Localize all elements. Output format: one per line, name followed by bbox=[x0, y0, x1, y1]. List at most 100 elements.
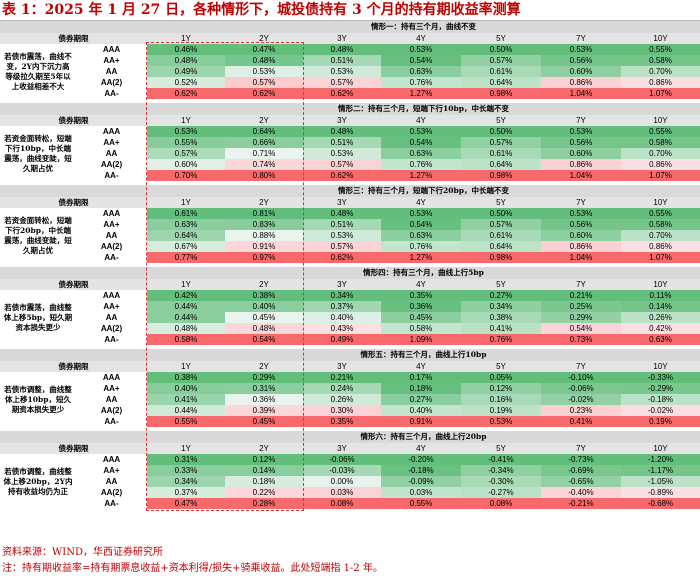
yield-cell: 0.36% bbox=[381, 301, 461, 312]
yield-cell: 0.76% bbox=[381, 159, 461, 170]
table-row: AA+ 0.63% 0.83% 0.51% 0.54% 0.57% 0.56% 0.58% bbox=[0, 219, 700, 230]
rating-label: AA+ bbox=[76, 301, 147, 312]
year-header-3y: 3Y bbox=[337, 444, 347, 453]
yield-cell: 0.62% bbox=[303, 170, 381, 181]
year-header-2y: 2Y bbox=[259, 116, 269, 125]
yield-cell: 0.05% bbox=[461, 372, 541, 383]
yield-cell: 0.63% bbox=[381, 230, 461, 241]
yield-cell: -0.89% bbox=[621, 487, 700, 498]
year-header-3y: 3Y bbox=[337, 116, 347, 125]
rating-label: AA+ bbox=[76, 465, 147, 476]
source-note: 资料来源：WIND，华西证券研究所 bbox=[2, 547, 163, 558]
year-header-row: 债券期限 1Y 2Y 3Y 4Y 5Y 7Y 10Y bbox=[0, 443, 700, 454]
yield-cell: 0.53% bbox=[461, 416, 541, 427]
rating-label: AA+ bbox=[76, 383, 147, 394]
yield-cell: 0.70% bbox=[147, 170, 225, 181]
rating-label: AA- bbox=[76, 252, 147, 263]
yield-cell: 0.44% bbox=[147, 312, 225, 323]
yield-cell: 1.27% bbox=[381, 252, 461, 263]
yield-cell: -0.68% bbox=[621, 498, 700, 509]
yield-cell: -0.06% bbox=[541, 383, 621, 394]
yield-cell: 0.56% bbox=[541, 137, 621, 148]
rating-label: AA- bbox=[76, 498, 147, 509]
yield-cell: 0.70% bbox=[621, 230, 700, 241]
yield-cell: 0.76% bbox=[381, 241, 461, 252]
table-row: AA 0.44% 0.45% 0.40% 0.45% 0.38% 0.29% 0.26% bbox=[0, 312, 700, 323]
yield-cell: 0.50% bbox=[461, 126, 541, 137]
section-gap bbox=[0, 427, 700, 431]
rating-label: AA(2) bbox=[76, 77, 147, 88]
year-header-row: 债券期限 1Y 2Y 3Y 4Y 5Y 7Y 10Y bbox=[0, 361, 700, 372]
yield-cell: 0.74% bbox=[225, 159, 303, 170]
rating-label: AA bbox=[76, 148, 147, 159]
banner-left bbox=[0, 21, 147, 33]
yield-cell: 0.19% bbox=[621, 416, 700, 427]
yield-cell: 0.54% bbox=[381, 137, 461, 148]
table-row: AA(2) 0.60% 0.74% 0.57% 0.76% 0.64% 0.86% 0.86% bbox=[0, 159, 700, 170]
yield-cell: 0.55% bbox=[381, 498, 461, 509]
yield-cell: 0.66% bbox=[225, 137, 303, 148]
yield-cell: 0.91% bbox=[225, 241, 303, 252]
yield-cell: 0.57% bbox=[461, 55, 541, 66]
yield-cell: 0.35% bbox=[303, 416, 381, 427]
yield-cell: 0.03% bbox=[303, 487, 381, 498]
yield-cell: 0.86% bbox=[541, 77, 621, 88]
yield-cell: 0.08% bbox=[303, 498, 381, 509]
table-row: AA- 0.77% 0.97% 0.62% 1.27% 0.98% 1.04% 1.07% bbox=[0, 252, 700, 263]
gap-cell bbox=[0, 263, 700, 267]
yield-cell: 0.39% bbox=[225, 405, 303, 416]
yield-cell: -0.21% bbox=[541, 498, 621, 509]
yield-cell: -0.40% bbox=[541, 487, 621, 498]
yield-cell: 0.34% bbox=[303, 290, 381, 301]
scenario-header: 情形三：持有三个月，短端下行20bp，中长端不变 bbox=[338, 186, 509, 195]
rating-label: AA+ bbox=[76, 219, 147, 230]
yield-cell: 0.97% bbox=[225, 252, 303, 263]
yield-cell: 0.73% bbox=[541, 334, 621, 345]
year-header-row: 债券期限 1Y 2Y 3Y 4Y 5Y 7Y 10Y bbox=[0, 197, 700, 208]
yield-cell: 0.40% bbox=[381, 405, 461, 416]
yield-cell: 0.55% bbox=[621, 44, 700, 55]
year-header-7y: 7Y bbox=[576, 362, 586, 371]
yield-cell: 0.34% bbox=[147, 476, 225, 487]
year-header-2y: 2Y bbox=[259, 444, 269, 453]
yield-cell: -0.02% bbox=[621, 405, 700, 416]
table-row: AA(2) 0.52% 0.57% 0.57% 0.76% 0.64% 0.86% 0.86% bbox=[0, 77, 700, 88]
yield-cell: 0.57% bbox=[303, 77, 381, 88]
yield-cell: 0.71% bbox=[225, 148, 303, 159]
table-row: AA- 0.62% 0.62% 0.62% 1.27% 0.98% 1.04% 1.07% bbox=[0, 88, 700, 99]
yield-cell: 0.49% bbox=[147, 66, 225, 77]
rating-label: AA(2) bbox=[76, 241, 147, 252]
yield-cell: 0.14% bbox=[225, 465, 303, 476]
yield-cell: 0.88% bbox=[225, 230, 303, 241]
section-gap bbox=[0, 263, 700, 267]
yield-cell: 0.53% bbox=[225, 66, 303, 77]
rating-label: AAA bbox=[76, 454, 147, 465]
yield-cell: 0.19% bbox=[461, 405, 541, 416]
year-header-10y: 10Y bbox=[653, 444, 668, 453]
yield-cell: 0.31% bbox=[147, 454, 225, 465]
year-header-1y: 1Y bbox=[181, 444, 191, 453]
yield-cell: -0.29% bbox=[621, 383, 700, 394]
yield-cell: 0.86% bbox=[541, 159, 621, 170]
year-header-3y: 3Y bbox=[337, 34, 347, 43]
yield-cell: 0.98% bbox=[461, 170, 541, 181]
yield-cell: 0.50% bbox=[461, 208, 541, 219]
table-body: 情形一：持有三个月，曲线不变 债券期限 1Y 2Y 3Y 4Y 5Y 7Y 10Y 若债市震荡，曲… bbox=[0, 21, 700, 509]
yield-cell: 0.51% bbox=[303, 219, 381, 230]
yield-cell: 0.60% bbox=[541, 230, 621, 241]
yield-cell: 0.67% bbox=[147, 241, 225, 252]
yield-cell: -0.27% bbox=[461, 487, 541, 498]
yield-cell: 0.61% bbox=[461, 148, 541, 159]
year-header-4y: 4Y bbox=[416, 280, 426, 289]
rating-label: AA(2) bbox=[76, 487, 147, 498]
table-row: AA- 0.47% 0.28% 0.08% 0.55% 0.08% -0.21% -0.68% bbox=[0, 498, 700, 509]
yield-cell: 0.76% bbox=[461, 334, 541, 345]
yield-cell: 0.53% bbox=[381, 126, 461, 137]
yield-cell: 0.64% bbox=[461, 241, 541, 252]
yield-cell: 0.48% bbox=[225, 323, 303, 334]
yield-cell: 0.64% bbox=[461, 77, 541, 88]
rating-label: AAA bbox=[76, 126, 147, 137]
yield-cell: 0.54% bbox=[225, 334, 303, 345]
yield-cell: 0.18% bbox=[381, 383, 461, 394]
yield-cell: 0.48% bbox=[303, 126, 381, 137]
